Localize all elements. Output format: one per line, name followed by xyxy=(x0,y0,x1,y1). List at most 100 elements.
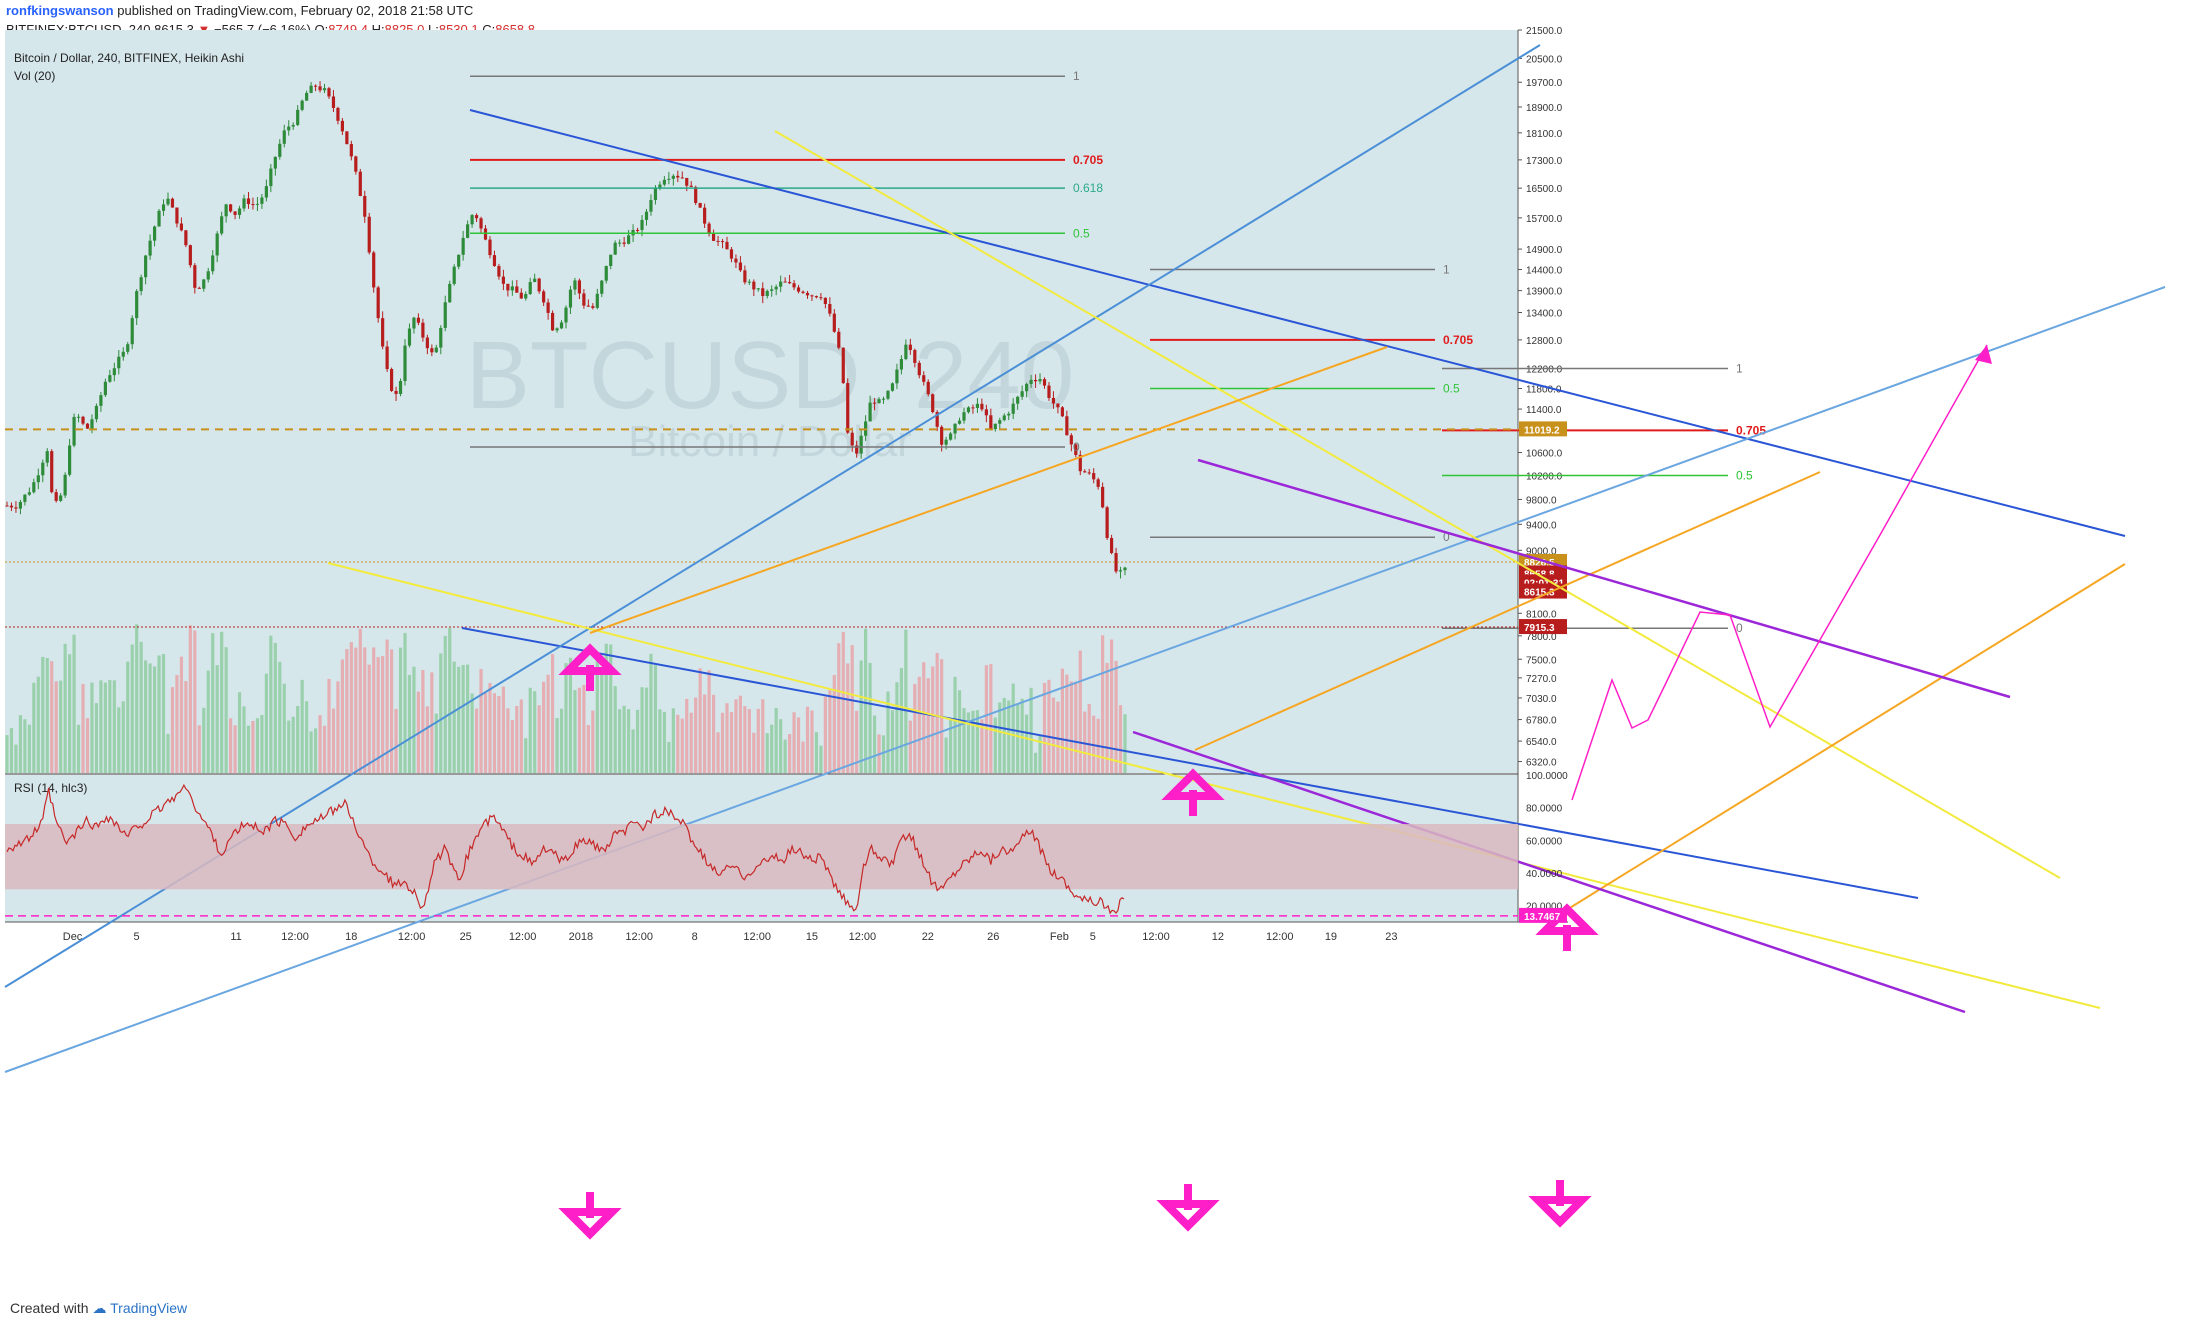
trend-lines-group xyxy=(4,44,2166,1073)
candle-body xyxy=(1083,471,1087,473)
volume-bar xyxy=(1123,714,1127,773)
volume-bar xyxy=(340,659,344,773)
volume-bar xyxy=(631,729,635,773)
y-tick-label: 7500.0 xyxy=(1526,655,1557,666)
volume-bar xyxy=(703,694,707,773)
volume-bar xyxy=(269,635,273,773)
publisher-name[interactable]: ronfkingswanson xyxy=(6,3,114,18)
volume-bar xyxy=(828,690,832,773)
candle-body xyxy=(524,293,528,299)
candle-body xyxy=(488,239,492,256)
y-tick-label: 12200.0 xyxy=(1526,365,1563,376)
volume-bar xyxy=(36,676,40,773)
candle-body xyxy=(309,85,313,93)
candle-body xyxy=(452,266,456,284)
candle-body xyxy=(278,143,282,157)
y-tick-label: 16500.0 xyxy=(1526,184,1563,195)
volume-bar xyxy=(752,732,756,773)
volume-bar xyxy=(421,669,425,773)
candle-body xyxy=(161,204,166,211)
volume-bar xyxy=(1029,687,1033,773)
volume-bar xyxy=(452,661,456,773)
candle-body xyxy=(425,337,429,349)
volume-bar xyxy=(1042,682,1047,773)
volume-bar xyxy=(358,628,362,773)
candle-body xyxy=(466,224,470,238)
volume-bar xyxy=(1078,650,1082,773)
candle-body xyxy=(618,242,622,244)
y-tick-label: 8100.0 xyxy=(1526,609,1557,620)
candle-body xyxy=(1065,416,1069,436)
price-badge-bg xyxy=(1519,421,1567,437)
volume-bar xyxy=(152,666,157,773)
y-tick-label: 14400.0 xyxy=(1526,265,1563,276)
volume-bar xyxy=(926,678,930,773)
candle-body xyxy=(287,126,291,131)
candle-body xyxy=(591,306,595,308)
volume-bar xyxy=(796,717,801,773)
volume-bar xyxy=(331,708,336,773)
candle-body xyxy=(765,290,769,297)
volume-bar xyxy=(533,691,537,773)
candle-body xyxy=(45,451,49,463)
candle-body xyxy=(922,375,926,382)
y-tick-label: 6540.0 xyxy=(1526,737,1557,748)
arrow-head xyxy=(1528,1196,1592,1228)
volume-bar xyxy=(251,720,255,773)
y-tick-label: 9400.0 xyxy=(1526,520,1557,531)
candle-body xyxy=(318,86,322,91)
volume-bar xyxy=(770,724,774,773)
volume-bar xyxy=(5,735,9,773)
volume-bar xyxy=(1069,681,1073,773)
candle-body xyxy=(805,292,810,296)
candle-body xyxy=(224,204,228,217)
volume-bar xyxy=(555,718,559,773)
volume-bar xyxy=(756,708,760,773)
volume-bar xyxy=(1047,679,1051,773)
y-tick-label: 21500.0 xyxy=(1526,26,1563,37)
candle-body xyxy=(1047,385,1051,398)
fib-level-label: 0.5 xyxy=(1073,226,1090,240)
price-badge-label: 7915.3 xyxy=(1524,623,1555,634)
candle-body xyxy=(823,297,827,305)
volume-bar xyxy=(260,714,264,773)
candle-body xyxy=(980,403,984,410)
candle-body xyxy=(1101,486,1105,508)
volume-bar xyxy=(305,701,309,773)
candle-body xyxy=(966,407,971,413)
fib-level-label: 0.705 xyxy=(1073,153,1103,167)
tradingview-brand[interactable]: TradingView xyxy=(110,1300,188,1316)
volume-bar xyxy=(470,693,474,773)
candle-body xyxy=(855,445,859,454)
candle-body xyxy=(202,279,206,289)
volume-bar xyxy=(81,683,85,773)
price-badge: 11019.2 xyxy=(1519,421,1567,437)
volume-bar xyxy=(144,660,148,773)
y-tick-label: 11400.0 xyxy=(1526,405,1562,416)
volume-bar xyxy=(488,683,492,773)
volume-bar xyxy=(483,693,488,773)
volume-bar xyxy=(743,706,747,773)
candle-body xyxy=(640,219,644,230)
low-label: L: xyxy=(428,22,439,37)
volume-bar xyxy=(640,687,644,773)
x-tick-label: 2018 xyxy=(569,931,593,943)
candle-body xyxy=(1092,473,1096,480)
volume-bar xyxy=(363,647,367,773)
volume-bar xyxy=(975,710,980,773)
volume-bar xyxy=(524,738,528,773)
candle-body xyxy=(501,276,505,284)
candle-body xyxy=(1025,383,1029,392)
volume-bar xyxy=(206,670,210,773)
candle-body xyxy=(998,420,1002,424)
volume-bar xyxy=(166,733,170,773)
fib-level-label: 0.705 xyxy=(1443,333,1473,347)
volume-bar xyxy=(546,674,550,773)
volume-bar xyxy=(1114,660,1118,773)
candle-body xyxy=(703,207,707,224)
volume-bar xyxy=(814,732,819,773)
candle-body xyxy=(81,416,85,424)
trend-line xyxy=(1194,471,1821,751)
trend-line xyxy=(589,346,1388,634)
